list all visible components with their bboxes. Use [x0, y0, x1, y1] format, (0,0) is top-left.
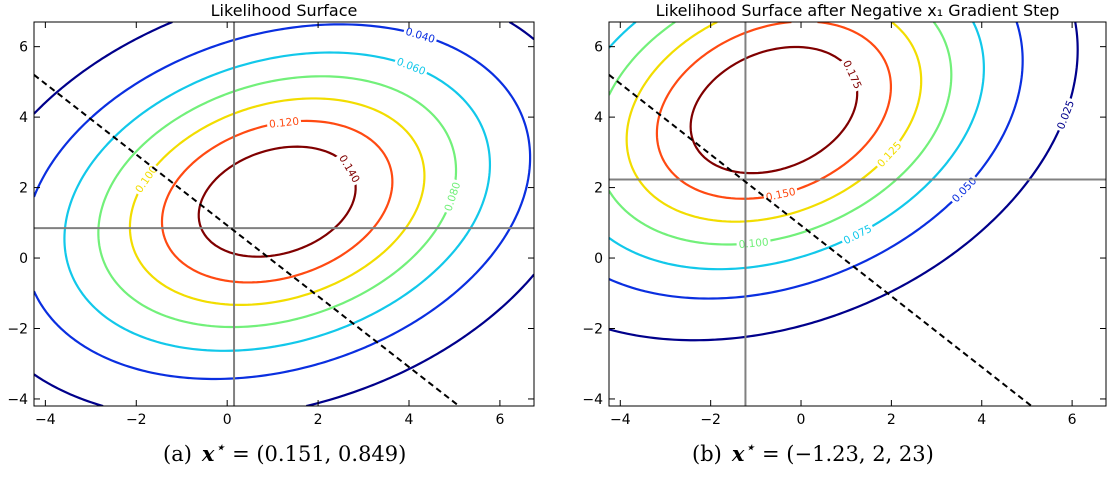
caption-a-tag: (a)	[163, 442, 192, 466]
y-tick-label: 0	[19, 251, 28, 267]
contour-label-bg	[440, 178, 465, 215]
plot-frame	[608, 21, 1107, 407]
x-tick-label: 4	[405, 412, 414, 428]
contour-line-0.060	[63, 51, 492, 352]
contour-line-0.050	[609, 22, 1024, 300]
x-tick-label: 4	[977, 412, 986, 428]
x-tick-label: 0	[223, 412, 232, 428]
x-tick-label: −4	[610, 412, 631, 428]
caption-b-star: ⋆	[744, 438, 756, 458]
contour-line-0.120	[160, 119, 394, 284]
y-tick-label: −2	[582, 321, 603, 337]
contour-label-bg	[839, 220, 876, 249]
contour-label-bg	[335, 150, 365, 187]
plot-frame	[33, 21, 535, 407]
y-tick-label: 4	[594, 110, 603, 126]
y-tick-label: 6	[19, 40, 28, 56]
x-tick-label: 0	[797, 412, 806, 428]
caption-b-symbol: x	[731, 441, 745, 466]
caption-a-star: ⋆	[214, 438, 226, 458]
chart-title: Likelihood Surface after Negative x₁ Gra…	[656, 1, 1060, 20]
y-tick-label: −2	[7, 321, 28, 337]
contour-label-bg	[839, 56, 867, 93]
contour-line-0.080	[97, 75, 458, 329]
contour-line-0.075	[609, 22, 985, 271]
contour-label: 0.080	[442, 181, 463, 213]
contour-line-0.150	[655, 22, 893, 200]
chart-title: Likelihood Surface	[211, 1, 358, 20]
x-tick-label: 2	[887, 412, 896, 428]
x-tick-label: −4	[35, 412, 56, 428]
x-tick-label: 2	[314, 412, 323, 428]
dashed-constraint-line	[609, 74, 1033, 406]
contour-line-0.140	[197, 145, 357, 258]
contour-line-0.040	[34, 23, 532, 381]
contour-line-0.100	[128, 97, 426, 306]
caption-b-tag: (b)	[692, 442, 722, 466]
contour-label-bg	[402, 23, 439, 47]
contour-line-0.020	[34, 373, 104, 406]
caption-a-value: = (0.151, 0.849)	[232, 442, 407, 466]
y-tick-label: 2	[594, 181, 603, 197]
contour-label-bg	[392, 53, 430, 79]
y-tick-label: 2	[19, 181, 28, 197]
contour-label-bg	[130, 161, 162, 198]
y-tick-label: −4	[582, 392, 603, 408]
contour-line-0.100	[609, 22, 953, 246]
contour-label: 0.040	[404, 26, 436, 46]
y-tick-label: 4	[19, 110, 28, 126]
x-tick-label: 6	[1068, 412, 1077, 428]
contour-label-bg	[762, 183, 799, 205]
y-tick-label: 6	[594, 40, 603, 56]
contour-label-bg	[1052, 96, 1078, 134]
contour-line-0.075	[609, 22, 637, 49]
caption-a-symbol: x	[201, 441, 215, 466]
contour-line-0.100	[609, 22, 676, 96]
caption-b: (b) x⋆ = (−1.23, 2, 23)	[692, 438, 934, 466]
contour-label-bg	[872, 136, 906, 172]
x-tick-label: 6	[495, 412, 504, 428]
x-tick-label: −2	[126, 412, 147, 428]
contour-label-bg	[947, 172, 981, 207]
x-tick-label: −2	[700, 412, 721, 428]
y-tick-label: 0	[594, 251, 603, 267]
contour-line-0.175	[689, 45, 859, 175]
contour-label-bg	[266, 113, 302, 132]
contour-line-0.020	[306, 273, 534, 406]
y-tick-label: −4	[7, 392, 28, 408]
caption-a: (a) x⋆ = (0.151, 0.849)	[163, 438, 406, 466]
contour-line-0.020	[34, 22, 173, 115]
contour-line-0.020	[508, 22, 534, 41]
contour-label: 0.120	[269, 116, 300, 131]
caption-b-value: = (−1.23, 2, 23)	[762, 442, 934, 466]
